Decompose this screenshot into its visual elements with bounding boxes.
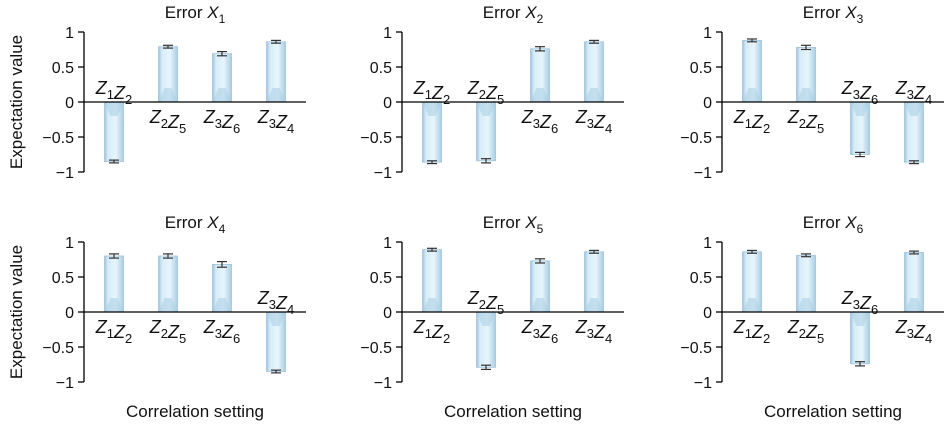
chart-panel-1: Error X1 1 0.5 0 −0.5 −1 Z1Z2 Z2Z5 Z3Z6 Z3Z4 Expec… — [7, 3, 306, 182]
y-tick-label: −0.5 — [42, 130, 74, 147]
bar-bevel — [104, 102, 124, 116]
bar-bevel — [742, 298, 762, 312]
y-tick-label: −1 — [694, 375, 712, 392]
category-label: Z3Z6 — [521, 107, 558, 136]
chart-title: Error X4 — [165, 213, 226, 236]
category-label: Z3Z6 — [203, 317, 240, 346]
y-tick-label: 0.5 — [690, 270, 712, 287]
y-tick-label: 1 — [65, 235, 74, 252]
y-axis-label: Expectation value — [7, 245, 26, 379]
category-label: Z1Z2 — [95, 78, 132, 107]
category-label: Z3Z4 — [257, 107, 294, 136]
category-label: Z1Z2 — [413, 78, 450, 107]
y-tick-label: −1 — [374, 375, 392, 392]
bar-bevel — [266, 88, 286, 102]
category-label: Z1Z2 — [413, 317, 450, 346]
category-label: Z3Z4 — [257, 288, 294, 317]
category-label: Z1Z2 — [733, 107, 770, 136]
y-tick-label: −1 — [56, 375, 74, 392]
bar-bevel — [904, 102, 924, 116]
y-tick-label: 0 — [65, 95, 74, 112]
y-tick-label: 1 — [383, 235, 392, 252]
x-axis-label: Correlation setting — [764, 402, 902, 421]
category-label: Z2Z5 — [149, 317, 186, 346]
category-label: Z2Z5 — [149, 107, 186, 136]
chart-title: Error X1 — [165, 3, 226, 26]
bar-bevel — [530, 298, 550, 312]
category-label: Z3Z4 — [895, 317, 932, 346]
y-axis-label: Expectation value — [7, 35, 26, 169]
category-label: Z3Z6 — [203, 107, 240, 136]
x-axis-label: Correlation setting — [126, 402, 264, 421]
y-tick-label: 1 — [65, 25, 74, 42]
y-tick-label: 0.5 — [370, 270, 392, 287]
bar-bevel — [158, 88, 178, 102]
x-axis-label: Correlation setting — [444, 402, 582, 421]
y-tick-label: −0.5 — [360, 130, 392, 147]
bar-bevel — [212, 298, 232, 312]
bar-bevel — [266, 312, 286, 326]
category-label: Z3Z4 — [895, 78, 932, 107]
chart-title: Error X3 — [803, 3, 864, 26]
bar-bevel — [158, 298, 178, 312]
y-tick-label: 0.5 — [690, 60, 712, 77]
y-tick-label: 0.5 — [370, 60, 392, 77]
category-label: Z1Z2 — [95, 317, 132, 346]
y-tick-label: 1 — [703, 25, 712, 42]
y-tick-label: −1 — [56, 165, 74, 182]
bar-bevel — [422, 298, 442, 312]
y-tick-label: −0.5 — [360, 340, 392, 357]
y-tick-label: 0 — [703, 95, 712, 112]
y-tick-label: −1 — [694, 165, 712, 182]
y-tick-label: −0.5 — [680, 130, 712, 147]
y-tick-label: 0 — [383, 95, 392, 112]
bar-bevel — [796, 88, 816, 102]
y-tick-label: 0 — [383, 305, 392, 322]
category-label: Z2Z5 — [787, 317, 824, 346]
y-tick-label: 1 — [703, 235, 712, 252]
y-tick-label: −1 — [374, 165, 392, 182]
chart-title: Error X2 — [483, 3, 544, 26]
category-label: Z1Z2 — [733, 317, 770, 346]
category-label: Z2Z5 — [467, 288, 504, 317]
chart-panel-4: Error X4 1 0.5 0 −0.5 −1 Z1Z2 Z2Z5 Z3Z6 Z3Z4 Corre… — [7, 213, 306, 421]
y-tick-label: −0.5 — [42, 340, 74, 357]
y-tick-label: 0.5 — [52, 270, 74, 287]
category-label: Z3Z4 — [575, 317, 612, 346]
bar-bevel — [422, 102, 442, 116]
bar-bevel — [742, 88, 762, 102]
y-tick-label: 0 — [703, 305, 712, 322]
bar-bevel — [104, 298, 124, 312]
chart-title: Error X6 — [803, 213, 864, 236]
bar-bevel — [584, 298, 604, 312]
category-label: Z3Z4 — [575, 107, 612, 136]
bar-bevel — [850, 312, 870, 326]
bar-bevel — [212, 88, 232, 102]
chart-panel-2: Error X2 1 0.5 0 −0.5 −1 Z1Z2 Z2Z5 Z3Z6 Z3Z4 — [360, 3, 624, 182]
category-label: Z2Z5 — [787, 107, 824, 136]
bar-bevel — [530, 88, 550, 102]
chart-panel-5: Error X5 1 0.5 0 −0.5 −1 Z1Z2 Z2Z5 Z3Z6 Z3Z4 Corre… — [360, 213, 624, 421]
y-tick-label: 0 — [65, 305, 74, 322]
bar-bevel — [584, 88, 604, 102]
chart-panel-6: Error X6 1 0.5 0 −0.5 −1 Z1Z2 Z2Z5 Z3Z6 Z3Z4 Corre… — [680, 213, 944, 421]
bar-bevel — [904, 298, 924, 312]
category-label: Z3Z6 — [841, 78, 878, 107]
chart-panel-3: Error X3 1 0.5 0 −0.5 −1 Z1Z2 Z2Z5 Z3Z6 Z3Z4 — [680, 3, 944, 182]
y-tick-label: 1 — [383, 25, 392, 42]
chart-title: Error X5 — [483, 213, 544, 236]
category-label: Z3Z6 — [521, 317, 558, 346]
y-tick-label: −0.5 — [680, 340, 712, 357]
bar-bevel — [850, 102, 870, 116]
bar-bevel — [476, 102, 496, 116]
category-label: Z2Z5 — [467, 78, 504, 107]
y-tick-label: 0.5 — [52, 60, 74, 77]
bar-bevel — [796, 298, 816, 312]
category-label: Z3Z6 — [841, 288, 878, 317]
bar-bevel — [476, 312, 496, 326]
